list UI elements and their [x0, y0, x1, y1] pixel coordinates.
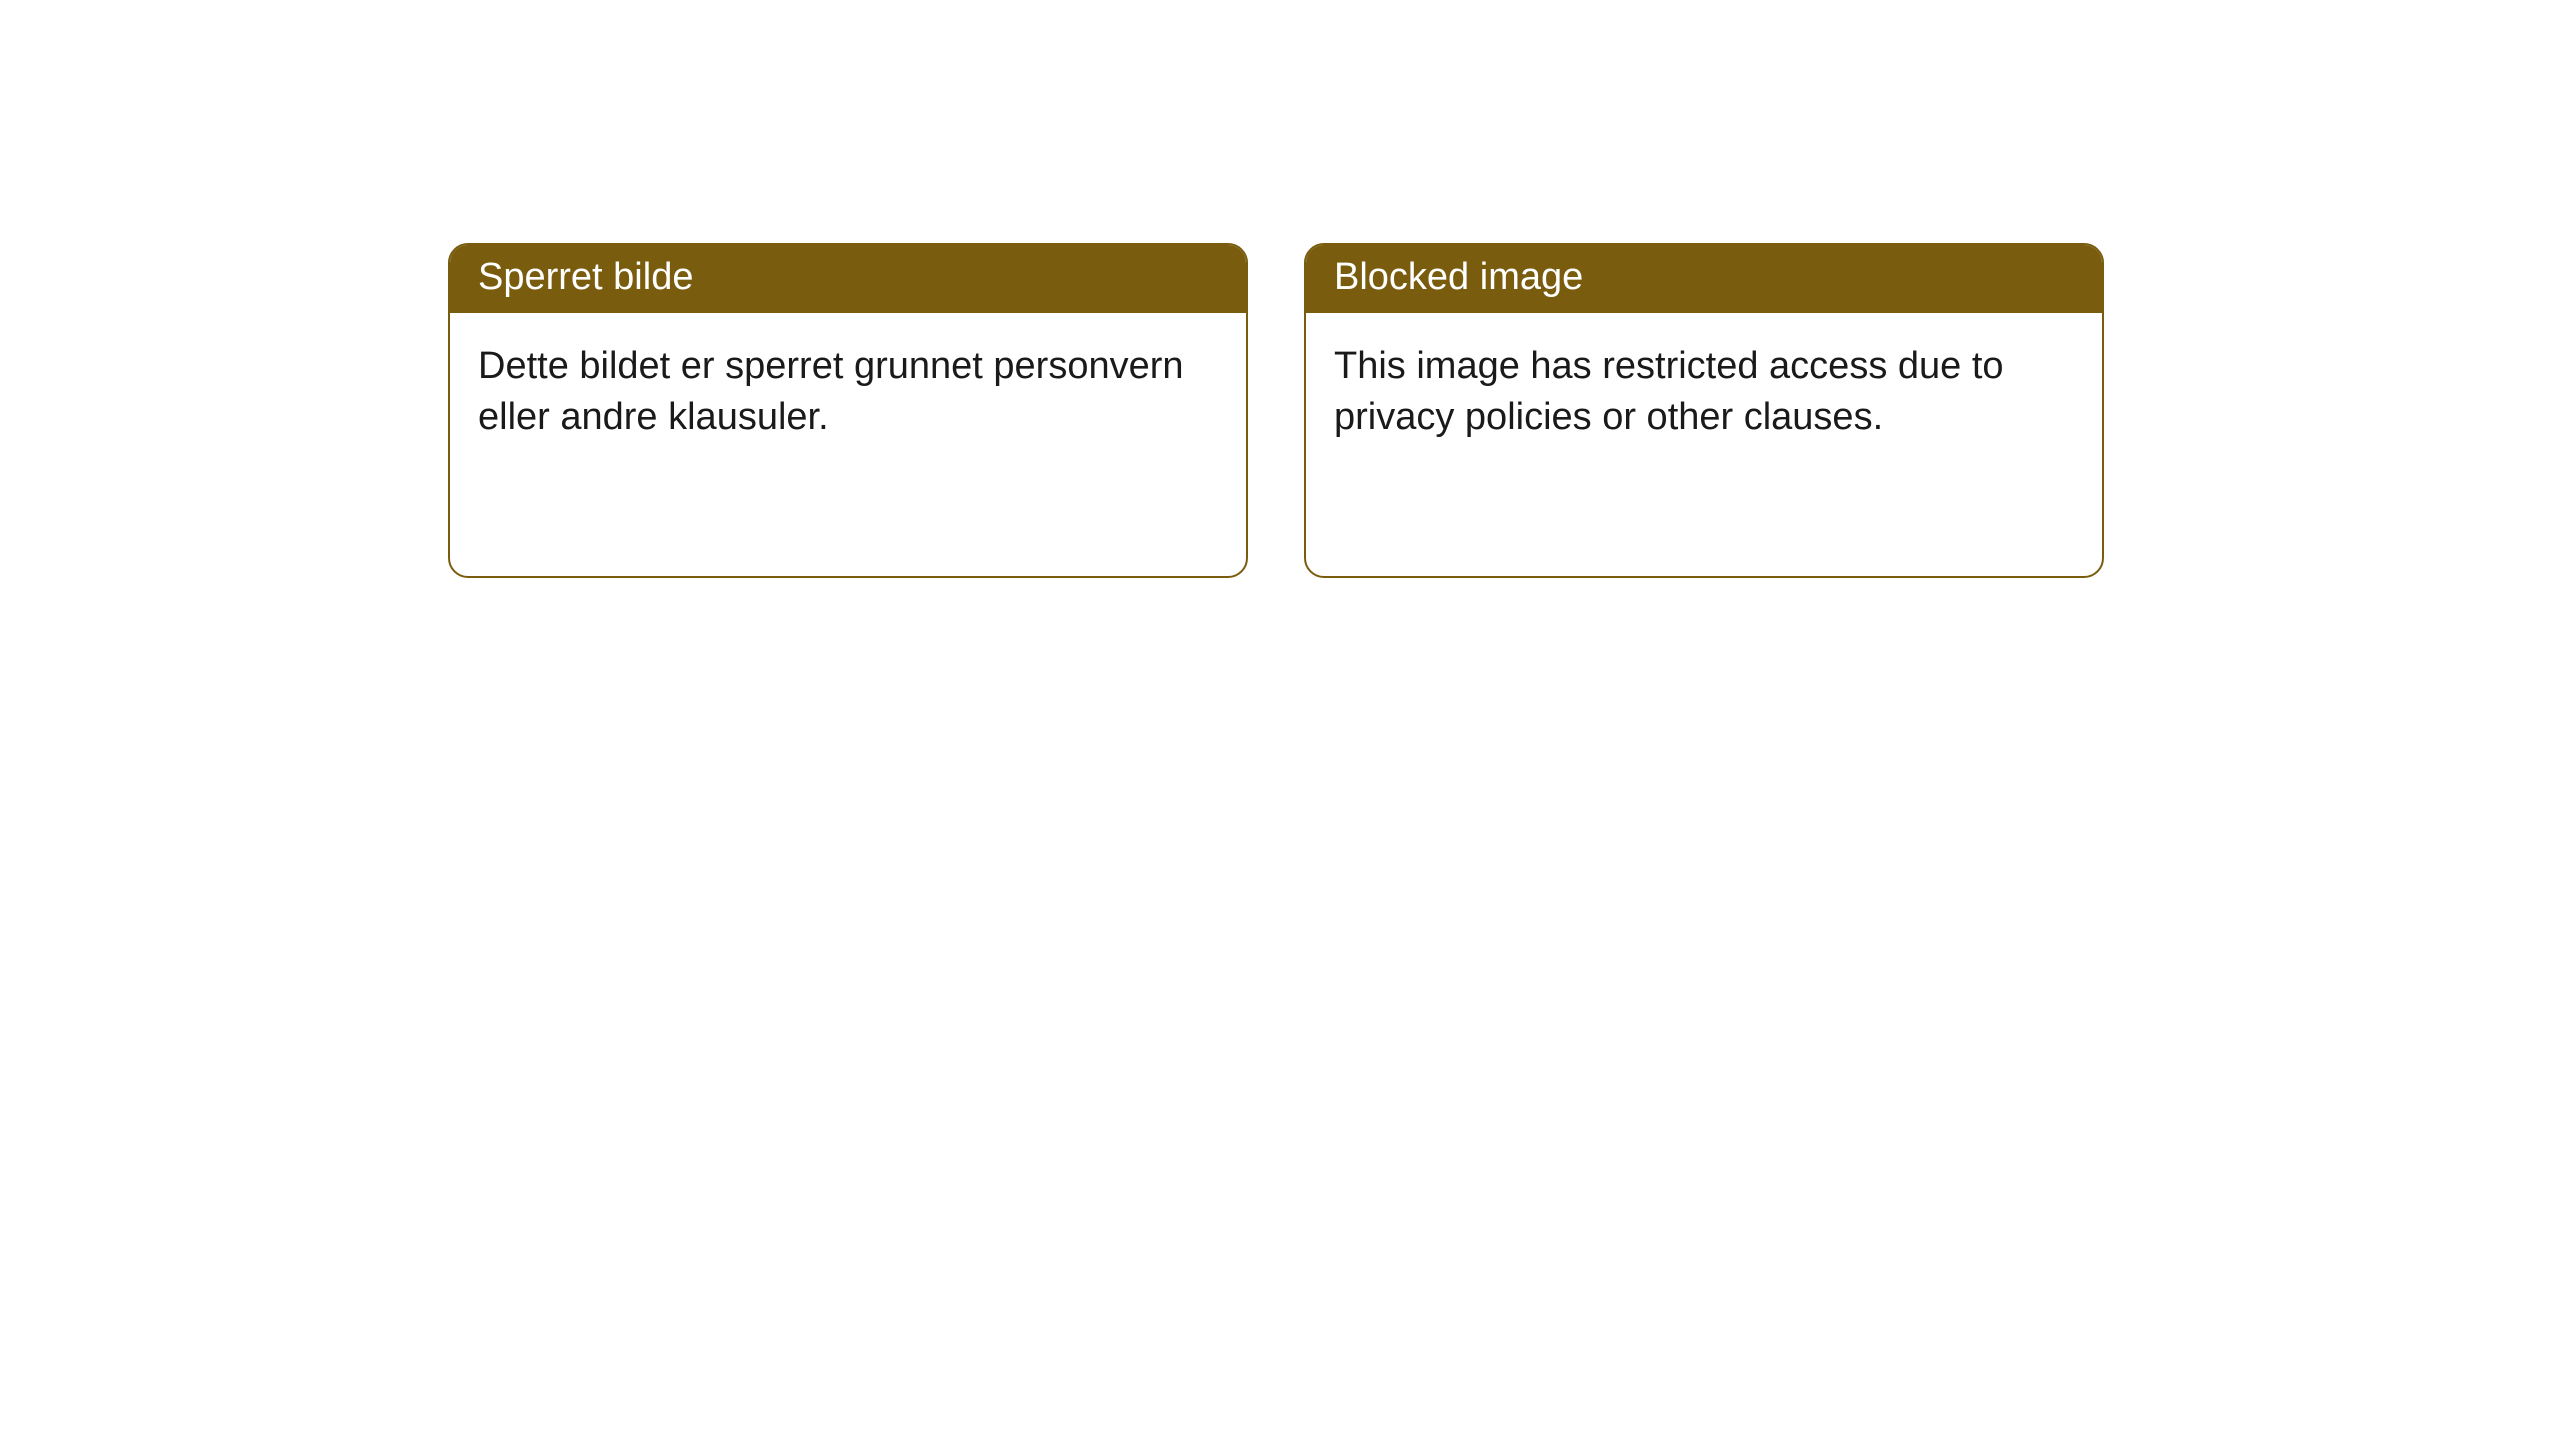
card-title-english: Blocked image — [1306, 245, 2102, 313]
card-body-norwegian: Dette bildet er sperret grunnet personve… — [450, 313, 1246, 576]
card-body-english: This image has restricted access due to … — [1306, 313, 2102, 576]
blocked-image-card-english: Blocked image This image has restricted … — [1304, 243, 2104, 578]
card-title-norwegian: Sperret bilde — [450, 245, 1246, 313]
notice-cards-container: Sperret bilde Dette bildet er sperret gr… — [0, 0, 2560, 578]
blocked-image-card-norwegian: Sperret bilde Dette bildet er sperret gr… — [448, 243, 1248, 578]
